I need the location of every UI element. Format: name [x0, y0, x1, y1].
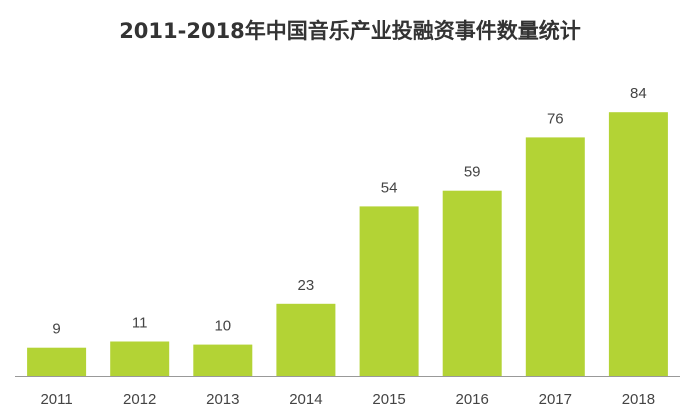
bar-2013: [193, 344, 253, 376]
value-label-2015: 54: [381, 179, 398, 196]
bar-2014: [276, 303, 336, 376]
bar-2015: [359, 206, 419, 376]
value-label-2013: 10: [214, 318, 231, 335]
bars-layer: [27, 112, 668, 376]
x-tick-label-2017: 2017: [539, 391, 572, 408]
bar-2012: [110, 341, 170, 376]
bar-2016: [442, 190, 502, 376]
value-label-2014: 23: [298, 277, 315, 294]
x-tick-label-2015: 2015: [372, 391, 405, 408]
value-label-2017: 76: [547, 110, 564, 127]
x-tick-labels: 2011 2012 2013 2014 2015 2016 2017 2018: [40, 391, 655, 408]
value-label-2011: 9: [52, 321, 60, 338]
bar-2018: [608, 112, 668, 376]
value-label-2012: 11: [132, 315, 148, 332]
bar-2011: [27, 347, 87, 376]
x-tick-label-2012: 2012: [123, 391, 156, 408]
value-labels-layer: 9 11 10 23 54 59 76 84: [52, 85, 646, 338]
x-tick-label-2013: 2013: [206, 391, 239, 408]
chart-title: 2011-2018年中国音乐产业投融资事件数量统计: [119, 19, 581, 43]
bar-2017: [525, 137, 585, 376]
x-tick-label-2016: 2016: [456, 391, 489, 408]
x-tick-label-2018: 2018: [622, 391, 655, 408]
value-label-2018: 84: [630, 85, 647, 102]
x-tick-label-2014: 2014: [289, 391, 322, 408]
value-label-2016: 59: [464, 164, 481, 181]
x-tick-label-2011: 2011: [40, 391, 72, 408]
